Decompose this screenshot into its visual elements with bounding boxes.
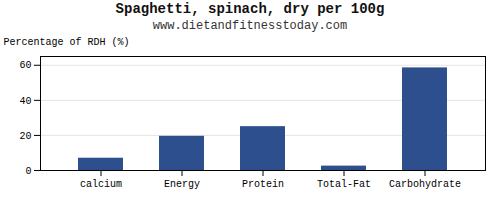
html-text:www.dietandfitnesstoday.com: www.dietandfitnesstoday.com xyxy=(152,19,348,33)
svg-text:60: 60 xyxy=(19,60,31,71)
svg-text:Energy: Energy xyxy=(164,179,200,190)
svg-text:0: 0 xyxy=(25,166,31,177)
html-text:Spaghetti, spinach, dry per 10: Spaghetti, spinach, dry per 100g xyxy=(115,1,385,17)
svg-text:calcium: calcium xyxy=(80,179,122,190)
svg-text:Percentage of RDH (%): Percentage of RDH (%) xyxy=(4,37,130,48)
svg-text:Carbohydrate: Carbohydrate xyxy=(389,179,461,190)
svg-text:Total-Fat: Total-Fat xyxy=(317,179,371,190)
svg-text:Protein: Protein xyxy=(242,179,284,190)
svg-text:20: 20 xyxy=(19,131,31,142)
svg-text:40: 40 xyxy=(19,96,31,107)
